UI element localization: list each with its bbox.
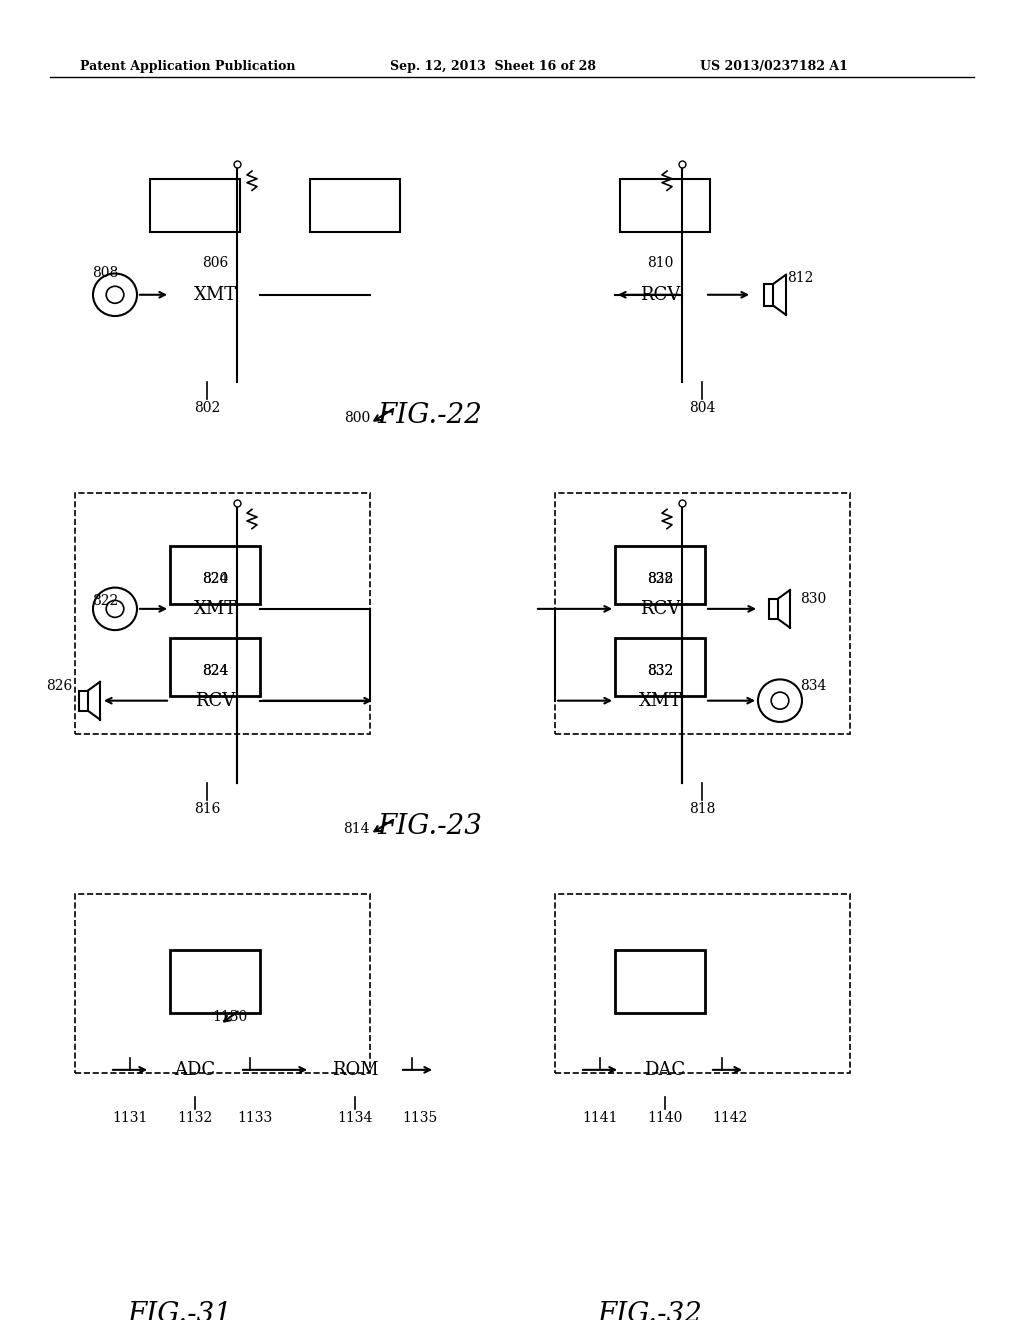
Text: 832: 832: [647, 572, 673, 586]
Bar: [615, 638, 705, 696]
Text: 1131: 1131: [113, 1111, 147, 1126]
Text: 826: 826: [46, 680, 72, 693]
Bar: [769, 599, 778, 619]
Bar: [79, 690, 88, 710]
Bar: [555, 894, 850, 1073]
Text: 834: 834: [800, 680, 826, 693]
Bar: [170, 950, 260, 1012]
Text: Patent Application Publication: Patent Application Publication: [80, 59, 296, 73]
Text: 804: 804: [689, 401, 715, 414]
Text: 1134: 1134: [337, 1111, 373, 1126]
Text: 824: 824: [202, 664, 228, 678]
Text: RCV: RCV: [640, 285, 680, 304]
Text: 828: 828: [647, 572, 673, 586]
Bar: [310, 178, 400, 232]
Bar: [764, 284, 773, 306]
Text: FIG.-22: FIG.-22: [378, 403, 482, 429]
Text: XMT: XMT: [194, 285, 237, 304]
Text: 1132: 1132: [177, 1111, 213, 1126]
Text: 1140: 1140: [647, 1111, 683, 1126]
Text: US 2013/0237182 A1: US 2013/0237182 A1: [700, 59, 848, 73]
Text: 820: 820: [202, 572, 228, 586]
Bar: [75, 492, 370, 734]
Text: 816: 816: [194, 803, 220, 816]
Text: ADC: ADC: [174, 1061, 216, 1078]
Text: DAC: DAC: [644, 1061, 685, 1078]
Text: 832: 832: [647, 664, 673, 678]
Text: 822: 822: [92, 594, 118, 609]
Bar: [615, 546, 705, 605]
Text: XMT: XMT: [638, 692, 682, 710]
Text: 832: 832: [647, 664, 673, 678]
Text: 800: 800: [344, 412, 370, 425]
Text: RCV: RCV: [195, 692, 236, 710]
Text: FIG.-23: FIG.-23: [378, 813, 482, 840]
Text: 802: 802: [194, 401, 220, 414]
Text: 1133: 1133: [238, 1111, 272, 1126]
Text: 1141: 1141: [583, 1111, 617, 1126]
Text: 1142: 1142: [713, 1111, 748, 1126]
Bar: [555, 492, 850, 734]
Text: 818: 818: [689, 803, 715, 816]
Bar: [170, 546, 260, 605]
Bar: [615, 950, 705, 1012]
Bar: [150, 178, 240, 232]
Text: 824: 824: [202, 664, 228, 678]
Text: 814: 814: [343, 822, 370, 836]
Text: RCV: RCV: [640, 599, 680, 618]
Text: 1130: 1130: [212, 1010, 248, 1024]
Text: 810: 810: [647, 256, 673, 271]
Bar: [620, 178, 710, 232]
Text: FIG.-32: FIG.-32: [598, 1300, 702, 1320]
Bar: [75, 894, 370, 1073]
Text: 830: 830: [800, 593, 826, 606]
Text: XMT: XMT: [194, 599, 237, 618]
Text: ROM: ROM: [332, 1061, 378, 1078]
Text: 812: 812: [786, 271, 813, 285]
Text: Sep. 12, 2013  Sheet 16 of 28: Sep. 12, 2013 Sheet 16 of 28: [390, 59, 596, 73]
Text: FIG.-31: FIG.-31: [128, 1300, 232, 1320]
Bar: [170, 638, 260, 696]
Text: 1135: 1135: [402, 1111, 437, 1126]
Text: 808: 808: [92, 265, 118, 280]
Text: 824: 824: [202, 572, 228, 586]
Text: 806: 806: [202, 256, 228, 271]
